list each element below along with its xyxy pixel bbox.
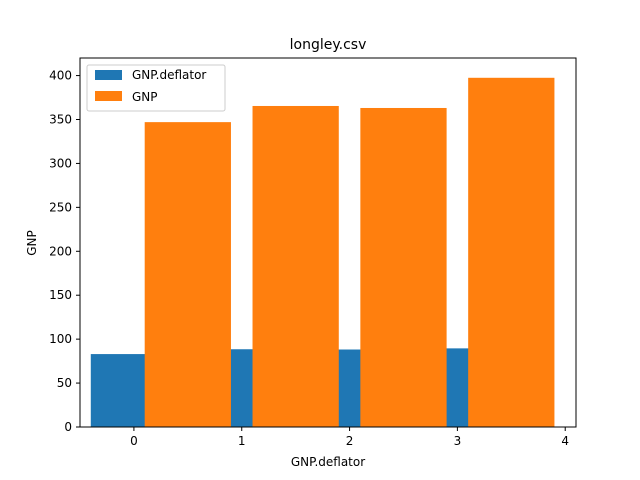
x-tick-label: 4 <box>561 434 569 448</box>
y-tick-label: 250 <box>49 200 72 214</box>
legend-swatch-gnp-deflator <box>95 70 122 80</box>
y-axis-label: GNP <box>25 230 39 256</box>
x-axis: 0 1 2 3 4 <box>130 427 569 448</box>
bar-gnp-3 <box>468 77 555 427</box>
y-tick-label: 50 <box>57 376 72 390</box>
x-tick-label: 0 <box>130 434 138 448</box>
y-tick-label: 200 <box>49 244 72 258</box>
bars-layer <box>90 77 555 428</box>
bar-gnp-0 <box>144 122 231 427</box>
y-tick-label: 100 <box>49 332 72 346</box>
legend: GNP.deflator GNP <box>86 64 226 112</box>
x-tick-label: 2 <box>346 434 354 448</box>
bar-gnp-2 <box>360 107 447 428</box>
x-tick-label: 3 <box>454 434 462 448</box>
legend-swatch-gnp <box>95 91 122 101</box>
plot-frame <box>79 57 577 428</box>
legend-label-gnp-deflator: GNP.deflator <box>132 68 206 82</box>
y-tick-label: 0 <box>64 420 72 434</box>
y-tick-label: 400 <box>49 69 72 83</box>
y-tick-label: 350 <box>49 113 72 127</box>
chart-title: longley.csv <box>290 37 367 53</box>
y-tick-label: 300 <box>49 156 72 170</box>
x-axis-label: GNP.deflator <box>291 455 365 469</box>
legend-label-gnp: GNP <box>132 90 158 104</box>
x-tick-label: 1 <box>238 434 246 448</box>
y-tick-label: 150 <box>49 288 72 302</box>
y-axis: 0 50 100 150 200 250 300 350 400 <box>49 69 80 434</box>
bar-gnp-1 <box>252 105 339 427</box>
